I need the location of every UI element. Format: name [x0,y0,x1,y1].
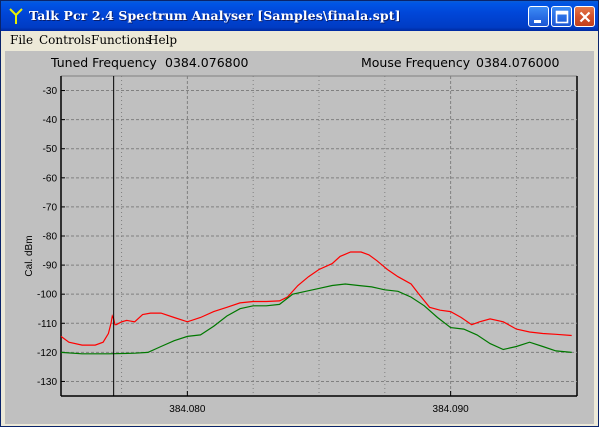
menu-bar: File Controls Functions Help [1,31,598,51]
spectrum-panel: Tuned Frequency 0384.076800 Mouse Freque… [5,51,594,424]
mouse-frequency-value: 0384.076000 [476,55,560,70]
y-tick-label: -130 [37,377,57,388]
spectrum-chart[interactable]: Cal. dBm -30 -40 -50 -60 -70 -80 -90 -100 -110 -1… [5,51,594,424]
menu-file[interactable]: File [10,33,34,47]
maximize-icon [555,10,569,24]
y-tick-label: -110 [38,319,58,330]
y-tick-label: -100 [37,290,57,301]
y-tick-label: -120 [37,348,57,359]
close-button[interactable] [574,6,595,27]
y-tick-label: -50 [43,144,58,155]
window-title: Talk Pcr 2.4 Spectrum Analyser [Samples\… [29,8,401,23]
menu-help[interactable]: Help [148,33,178,47]
tuned-frequency-value: 0384.076800 [165,55,249,70]
y-tick-label: -40 [43,115,58,126]
title-bar[interactable]: Talk Pcr 2.4 Spectrum Analyser [Samples\… [1,1,598,31]
close-icon [579,11,591,23]
menu-controls[interactable]: Controls [39,33,91,47]
minimize-icon [534,20,541,23]
y-tick-label: -60 [43,173,58,184]
app-antenna-icon [9,8,23,24]
x-tick-label: 384.090 [433,404,470,415]
maximize-button[interactable] [551,6,572,27]
menu-functions[interactable]: Functions [91,33,152,47]
y-axis-label: Cal. dBm [24,235,35,276]
series-line-2 [60,283,572,355]
y-tick-label: -80 [43,232,58,243]
mouse-frequency-label: Mouse Frequency [361,55,471,70]
series-line-1 [60,251,572,346]
x-tick-label: 384.080 [169,404,206,415]
y-tick-label: -30 [43,86,58,97]
y-tick-label: -70 [43,202,58,213]
minimize-button[interactable] [528,6,549,27]
y-tick-label: -90 [43,261,58,272]
tuned-frequency-label: Tuned Frequency [51,55,157,70]
